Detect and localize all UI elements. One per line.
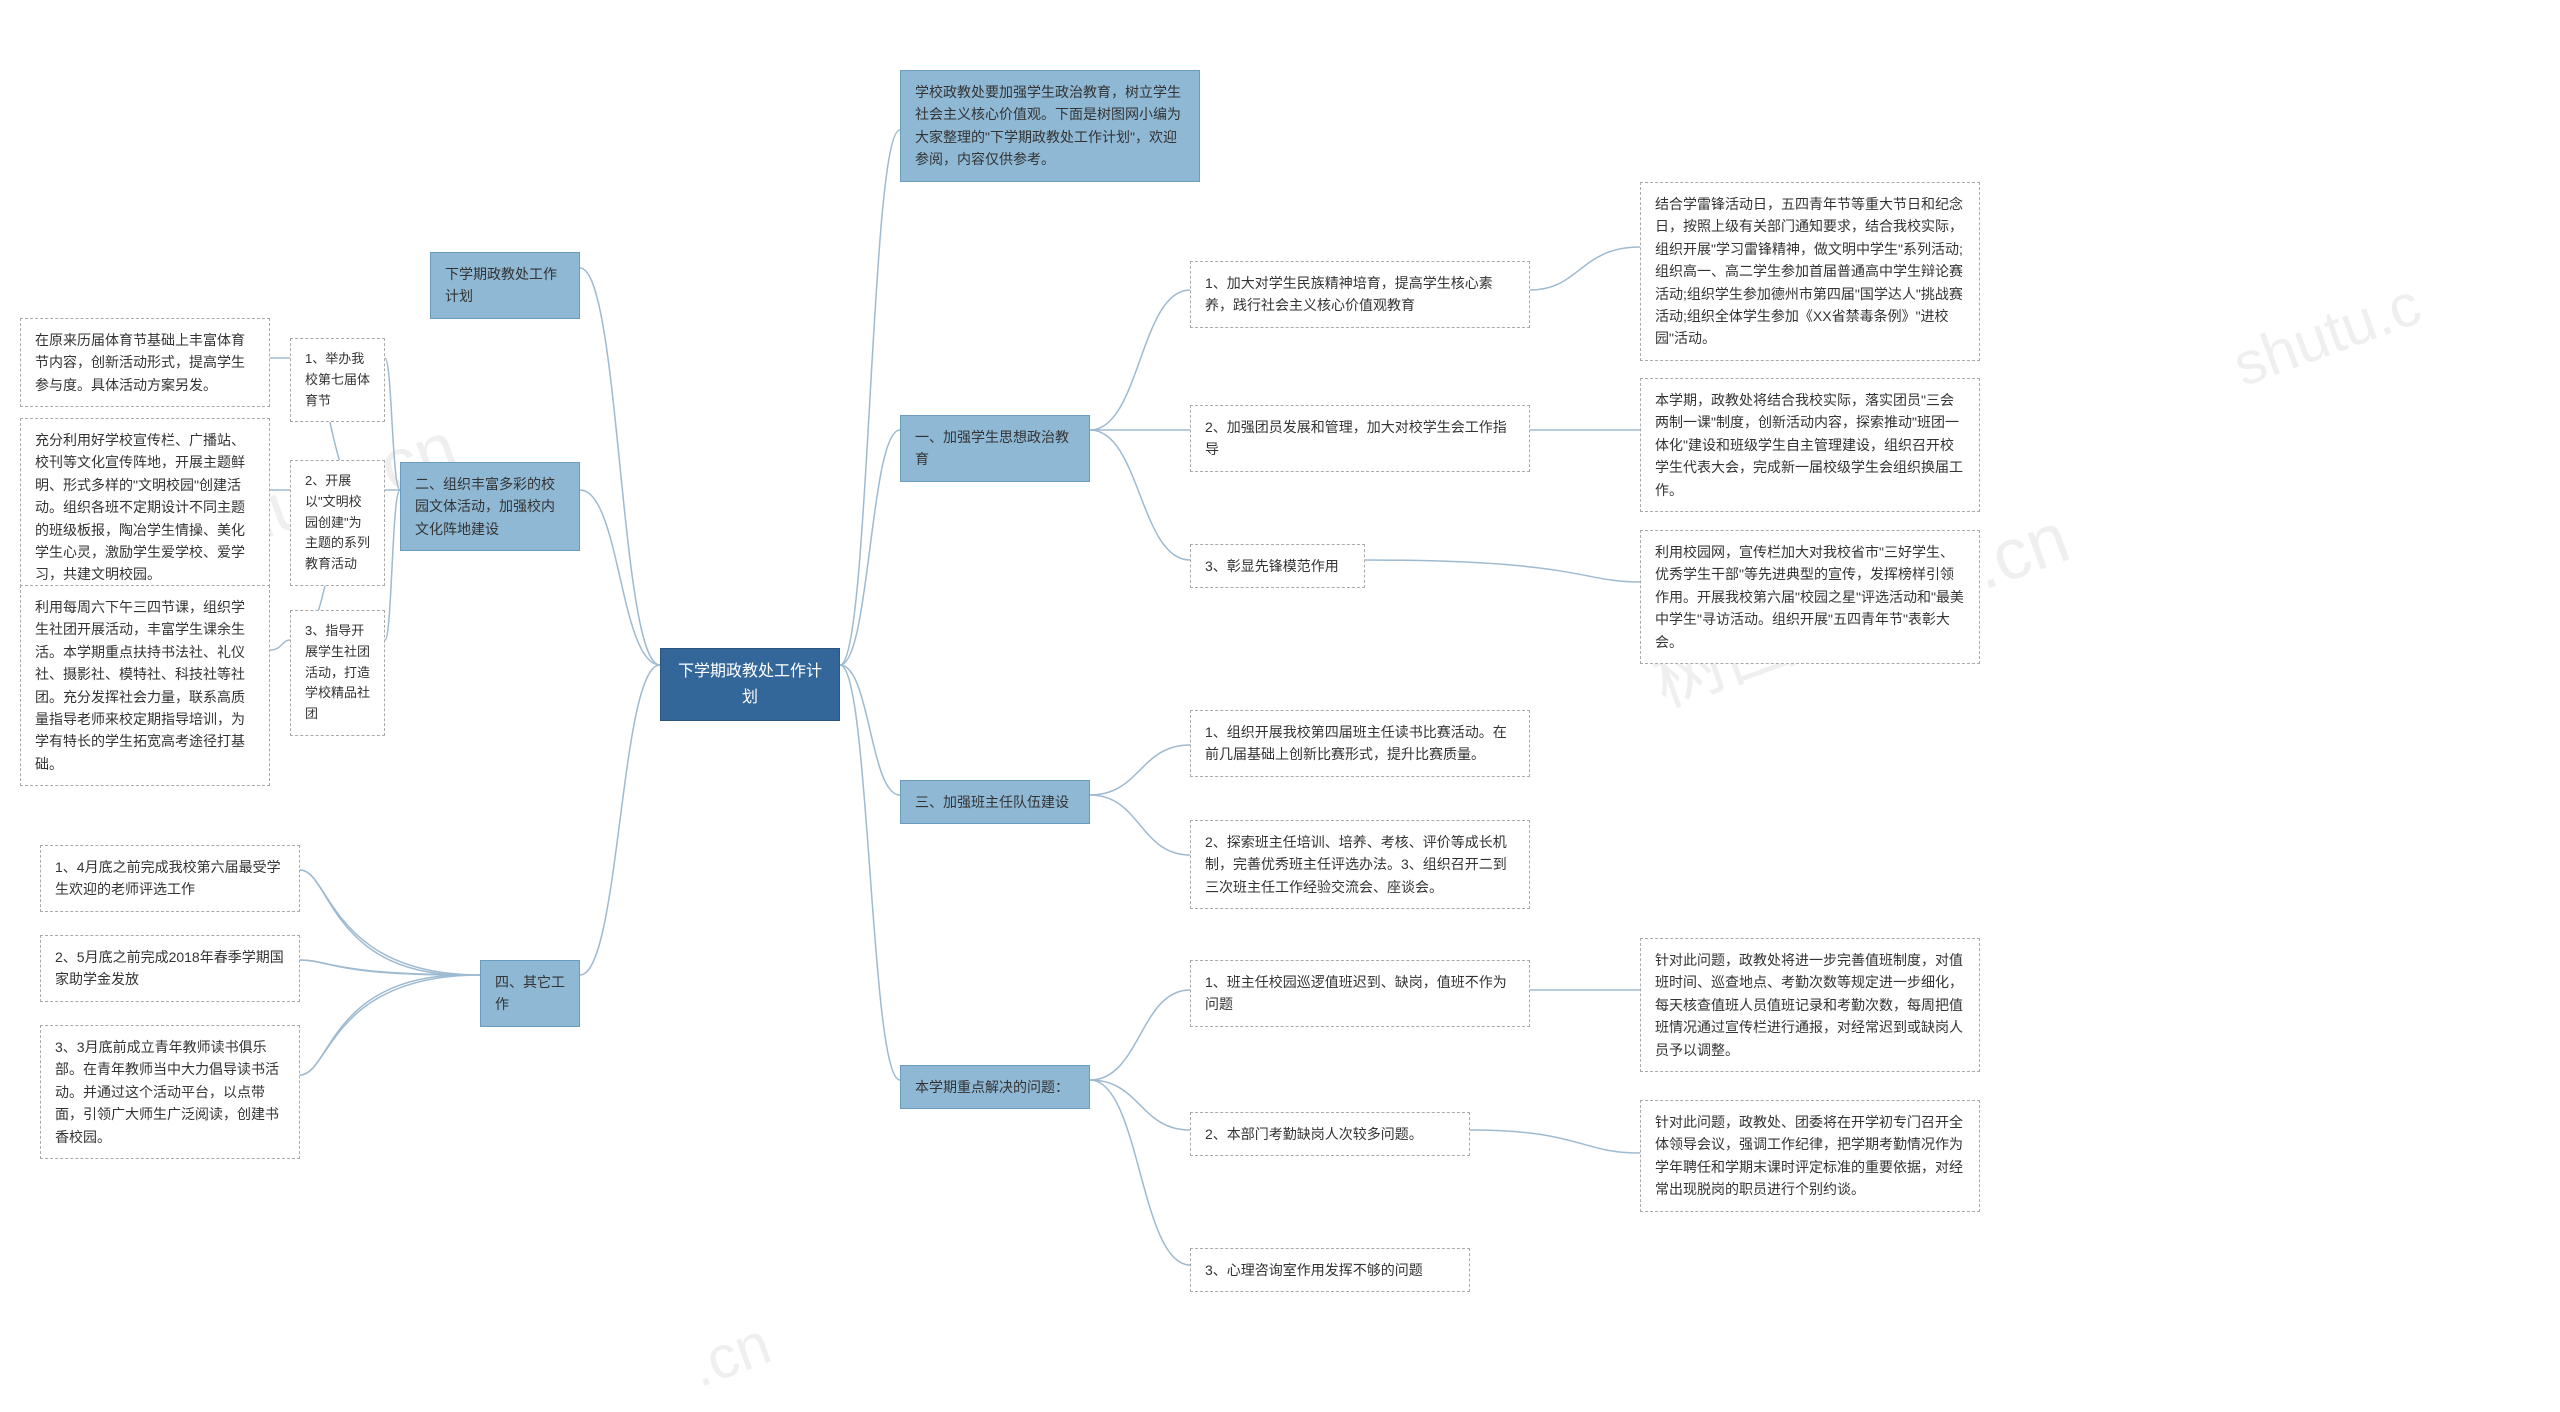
r1-c3: 3、彰显先锋模范作用 [1190,544,1365,588]
branch-r2: 三、加强班主任队伍建设 [900,780,1090,824]
r3-c1: 1、班主任校园巡逻值班迟到、缺岗，值班不作为问题 [1190,960,1530,1027]
root-node: 下学期政教处工作计划 [660,648,840,721]
r1-c1-leaf: 结合学雷锋活动日，五四青年节等重大节日和纪念日，按照上级有关部门通知要求，结合我… [1640,182,1980,361]
branch-l2: 四、其它工作 [480,960,580,1027]
watermark: shutu.c [2224,269,2429,400]
r1-c1: 1、加大对学生民族精神培育，提高学生核心素养，践行社会主义核心价值观教育 [1190,261,1530,328]
r2-c2: 2、探索班主任培训、培养、考核、评价等成长机制，完善优秀班主任评选办法。3、组织… [1190,820,1530,909]
branch-r3: 本学期重点解决的问题： [900,1065,1090,1109]
r1-c3-leaf: 利用校园网，宣传栏加大对我校省市"三好学生、优秀学生干部"等先进典型的宣传，发挥… [1640,530,1980,664]
l1-c2-desc: 充分利用好学校宣传栏、广播站、校刊等文化宣传阵地，开展主题鲜明、形式多样的"文明… [20,418,270,597]
l2-c3: 3、3月底前成立青年教师读书俱乐部。在青年教师当中大力倡导读书活动。并通过这个活… [40,1025,300,1159]
l1-c2-lbl: 2、开展以"文明校园创建"为主题的系列教育活动 [290,460,385,586]
intro-node: 学校政教处要加强学生政治教育，树立学生社会主义核心价值观。下面是树图网小编为大家… [900,70,1200,182]
l1-c1-lbl: 1、举办我校第七届体育节 [290,338,385,422]
r3-c2: 2、本部门考勤缺岗人次较多问题。 [1190,1112,1470,1156]
branch-l1: 二、组织丰富多彩的校园文体活动，加强校内文化阵地建设 [400,462,580,551]
watermark: .cn [681,1308,780,1400]
r1-c2-leaf: 本学期，政教处将结合我校实际，落实团员"三会两制一课"制度，创新活动内容，探索推… [1640,378,1980,512]
r2-c1: 1、组织开展我校第四届班主任读书比赛活动。在前几届基础上创新比赛形式，提升比赛质… [1190,710,1530,777]
r1-c2: 2、加强团员发展和管理，加大对校学生会工作指导 [1190,405,1530,472]
l2-c2: 2、5月底之前完成2018年春季学期国家助学金发放 [40,935,300,1002]
l1-c3-desc: 利用每周六下午三四节课，组织学生社团开展活动，丰富学生课余生活。本学期重点扶持书… [20,585,270,786]
l1-c3-lbl: 3、指导开展学生社团活动，打造学校精品社团 [290,610,385,736]
r3-c1-leaf: 针对此问题，政教处将进一步完善值班制度，对值班时间、巡查地点、考勤次数等规定进一… [1640,938,1980,1072]
l2-c1: 1、4月底之前完成我校第六届最受学生欢迎的老师评选工作 [40,845,300,912]
r3-c3: 3、心理咨询室作用发挥不够的问题 [1190,1248,1470,1292]
branch-l0: 下学期政教处工作计划 [430,252,580,319]
l1-c1-desc: 在原来历届体育节基础上丰富体育节内容，创新活动形式，提高学生参与度。具体活动方案… [20,318,270,407]
branch-r1: 一、加强学生思想政治教育 [900,415,1090,482]
r3-c2-leaf: 针对此问题，政教处、团委将在开学初专门召开全体领导会议，强调工作纪律，把学期考勤… [1640,1100,1980,1212]
